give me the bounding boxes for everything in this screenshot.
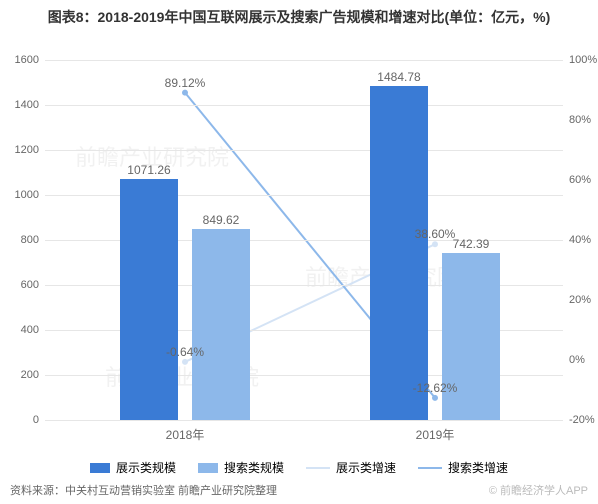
y-left-tick: 1200 — [15, 144, 39, 156]
swatch-bar1-icon — [90, 463, 110, 473]
x-tick: 2019年 — [416, 426, 455, 443]
gridline — [45, 150, 563, 151]
y-right-tick: 20% — [569, 294, 591, 306]
y-left-tick: 400 — [21, 324, 39, 336]
watermark-right: © 前瞻经济学人APP — [489, 482, 588, 498]
legend: 展示类规模 搜索类规模 展示类增速 搜索类增速 — [0, 459, 598, 476]
bar-bar1 — [120, 179, 178, 420]
y-right-tick: 0% — [569, 354, 585, 366]
y-right-tick: 60% — [569, 174, 591, 186]
bar-value-label: 849.62 — [203, 213, 240, 227]
y-left-tick: 0 — [33, 414, 39, 426]
y-left-tick: 600 — [21, 279, 39, 291]
swatch-bar2-icon — [198, 463, 218, 473]
line-value-label: 38.60% — [415, 227, 456, 241]
bar-bar1 — [370, 86, 428, 420]
marker-line1 — [182, 359, 188, 365]
x-tick: 2018年 — [166, 426, 205, 443]
marker-line2 — [432, 395, 438, 401]
y-left-tick: 1000 — [15, 189, 39, 201]
y-right-tick: -20% — [569, 414, 595, 426]
y-left-tick: 200 — [21, 369, 39, 381]
gridline — [45, 420, 563, 421]
y-left-tick: 1400 — [15, 99, 39, 111]
source-footer: 资料来源：中关村互动营销实验室 前瞻产业研究院整理 — [10, 482, 277, 498]
legend-item-bar1: 展示类规模 — [90, 459, 176, 476]
legend-item-bar2: 搜索类规模 — [198, 459, 284, 476]
bar-bar2 — [192, 229, 250, 420]
bar-value-label: 742.39 — [453, 237, 490, 251]
y-left-tick: 1600 — [15, 54, 39, 66]
y-right-tick: 40% — [569, 234, 591, 246]
line-value-label: -12.62% — [413, 381, 458, 395]
legend-item-line2: 搜索类增速 — [418, 459, 508, 476]
line-value-label: -0.64% — [166, 345, 204, 359]
marker-line1 — [432, 241, 438, 247]
legend-label: 展示类增速 — [336, 459, 396, 476]
gridline — [45, 105, 563, 106]
legend-label: 搜索类规模 — [224, 459, 284, 476]
swatch-line2-icon — [418, 467, 442, 469]
line-value-label: 89.12% — [165, 76, 206, 90]
swatch-line1-icon — [306, 467, 330, 469]
chart-container: 图表8：2018-2019年中国互联网展示及搜索广告规模和增速对比(单位：亿元，… — [0, 0, 598, 504]
marker-line2 — [182, 90, 188, 96]
plot-area: 前瞻产业研究院 前瞻产业研究院 前瞻产业研究院 0200400600800100… — [45, 60, 563, 420]
y-left-tick: 800 — [21, 234, 39, 246]
chart-title: 图表8：2018-2019年中国互联网展示及搜索广告规模和增速对比(单位：亿元，… — [0, 0, 598, 32]
bar-value-label: 1071.26 — [127, 163, 170, 177]
legend-label: 搜索类增速 — [448, 459, 508, 476]
y-right-tick: 80% — [569, 114, 591, 126]
gridline — [45, 60, 563, 61]
bar-value-label: 1484.78 — [377, 70, 420, 84]
legend-item-line1: 展示类增速 — [306, 459, 396, 476]
legend-label: 展示类规模 — [116, 459, 176, 476]
y-right-tick: 100% — [569, 54, 597, 66]
